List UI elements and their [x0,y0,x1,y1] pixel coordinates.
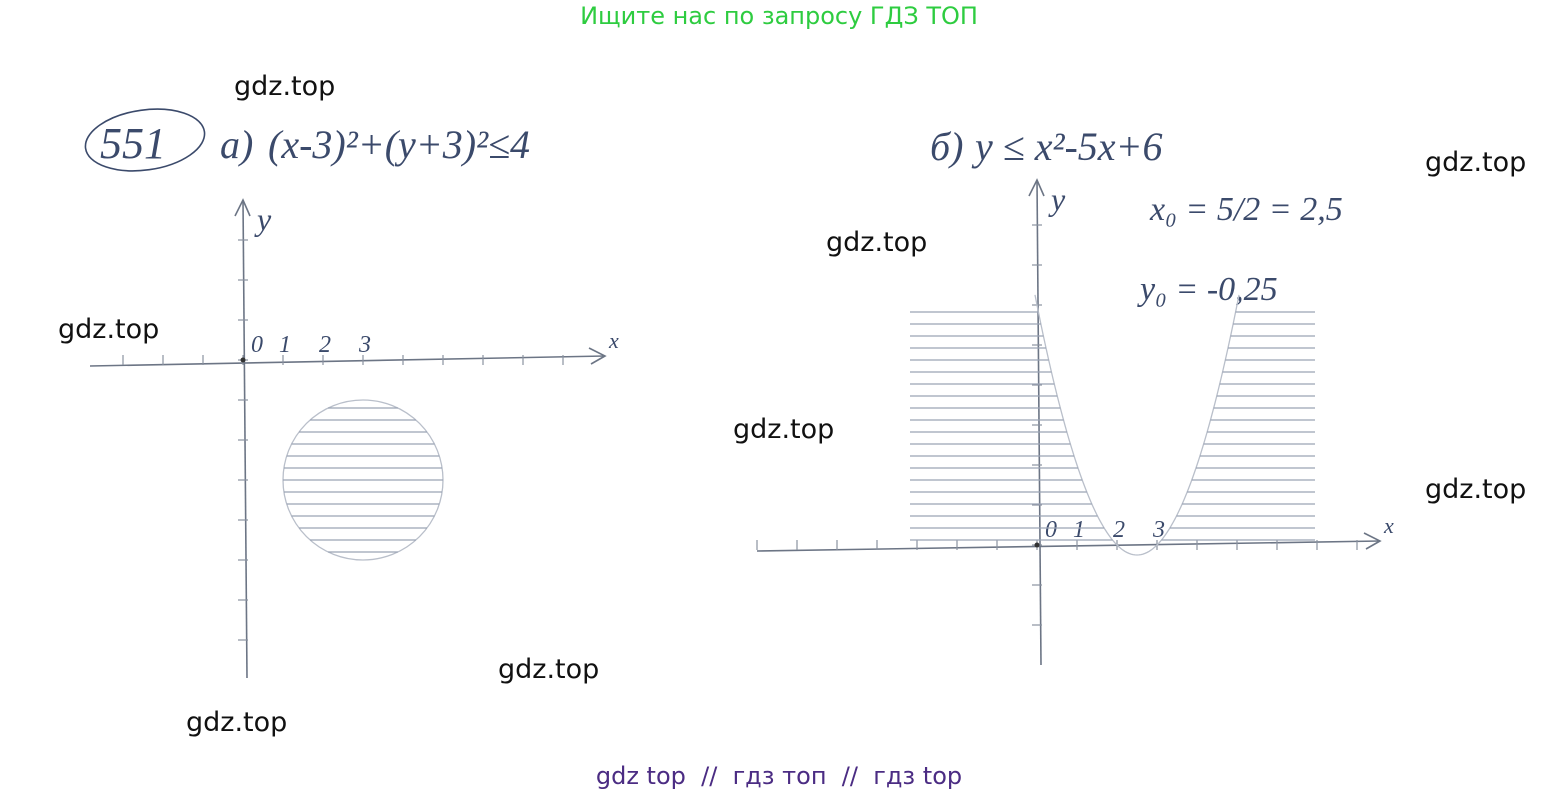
x-arrow [588,347,607,365]
y-axis [242,199,248,679]
origin [240,357,246,363]
tick-label: 2 [319,332,331,358]
tick-label: 1 [279,332,291,358]
header: Ищите нас по запросу ГДЗ ТОП [580,2,978,30]
tick-label: 0 [1045,517,1057,543]
tick-label: 0 [251,332,263,358]
part-a-label: а) [220,122,253,167]
footer: gdz top // гдз топ // гдз top [596,762,962,790]
y-axis-label: y [254,201,272,237]
watermark: gdz.top [58,314,159,345]
tick-label: 1 [1073,517,1085,543]
graphs: 0 1 2 3 xy0 1 2 3 xy [89,178,1394,679]
vertex-y: y₀ = -0,25 [1137,271,1278,308]
part-b-inequality: y ≤ x²-5x+6 [971,124,1163,169]
tick-label: 3 [358,332,371,358]
number-circle [84,108,206,172]
watermark: gdz.top [733,414,834,445]
parabola [1034,294,1240,556]
y-axis-label: y [1048,181,1066,217]
vertex-x: x₀ = 5/2 = 2,5 [1149,191,1343,228]
watermark: gdz.top [1425,474,1526,505]
x-axis [89,355,606,367]
watermark: gdz.top [186,707,287,738]
y-axis [1036,179,1042,666]
watermark: gdz.top [826,227,927,258]
watermark: gdz.top [498,654,599,685]
y-arrow [234,198,251,217]
watermark: gdz.top [234,71,335,102]
x-axis-label: x [1383,513,1394,538]
origin [1034,542,1040,548]
part-a-inequality: (x-3)²+(y+3)²≤4 [268,122,530,167]
x-axis [756,540,1381,552]
y-arrow [1028,178,1045,197]
x-arrow [1363,532,1382,550]
tick-label: 2 [1113,517,1125,543]
watermark: gdz.top [1425,147,1526,178]
tick-label: 3 [1152,517,1165,543]
problem-number: 551 [100,119,166,168]
x-axis-label: x [608,328,619,353]
part-b-label: б) [930,124,963,169]
